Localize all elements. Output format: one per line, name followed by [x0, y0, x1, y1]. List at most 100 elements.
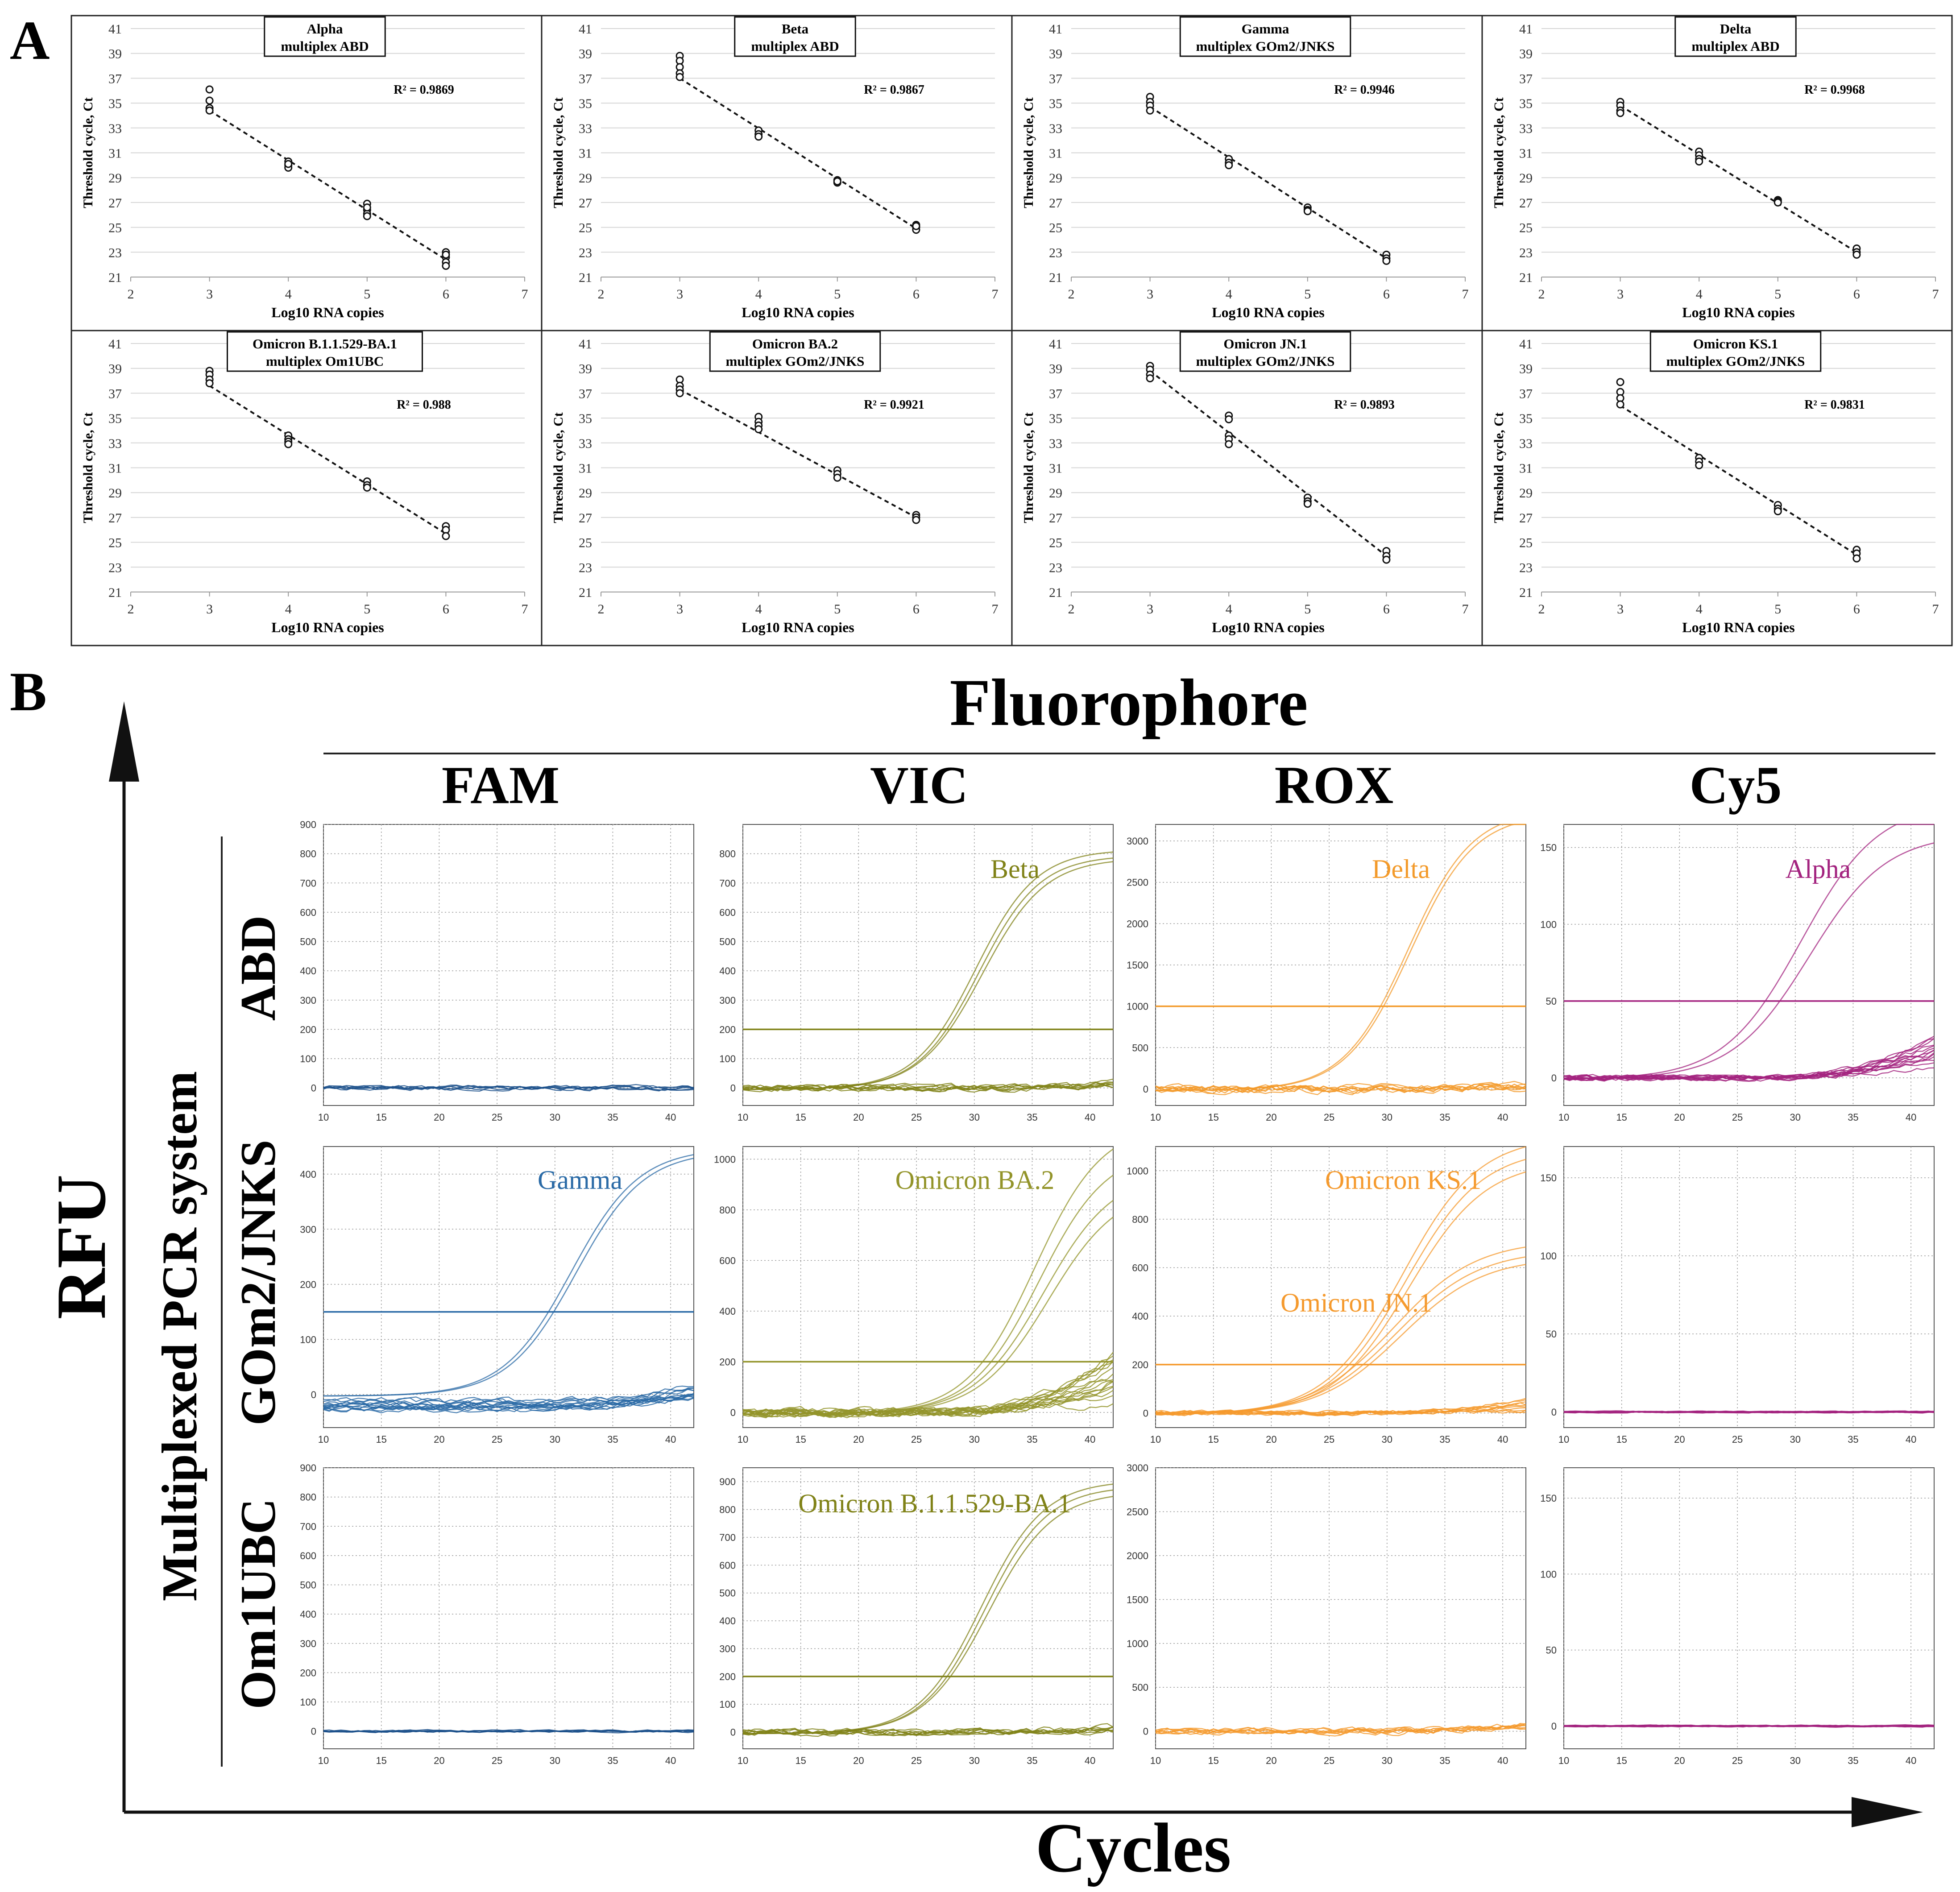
- baseline-curve: [742, 1352, 1114, 1418]
- data-point: [1695, 157, 1703, 166]
- x-tick-label: 20: [853, 1434, 864, 1445]
- y-tick-label: 800: [719, 1205, 736, 1216]
- y-tick-label: 41: [108, 337, 122, 352]
- data-point: [284, 160, 293, 168]
- y-tick-label: 400: [719, 1615, 736, 1627]
- fluorophore-title: Fluorophore: [950, 666, 1308, 740]
- x-axis-title: Log10 RNA copies: [1212, 619, 1324, 635]
- y-tick-label: 50: [1546, 996, 1557, 1007]
- y-tick-label: 50: [1546, 1645, 1557, 1656]
- y-tick-label: 39: [1049, 47, 1062, 62]
- amplification-curve: [743, 1217, 1114, 1415]
- y-tick-label: 33: [1519, 436, 1533, 451]
- y-tick-label: 21: [108, 270, 122, 285]
- y-tick-label: 37: [579, 386, 592, 401]
- data-point: [284, 440, 293, 448]
- plot-frame: [323, 824, 694, 1106]
- data-point: [205, 379, 214, 388]
- chart-title: Omicron JN.1: [1223, 336, 1307, 352]
- x-tick-label: 30: [1382, 1112, 1392, 1123]
- x-tick-label: 7: [992, 602, 999, 617]
- x-tick-label: 20: [1266, 1434, 1276, 1445]
- x-tick-label: 20: [434, 1112, 444, 1123]
- baseline-curve: [742, 1082, 1114, 1092]
- y-tick-label: 500: [1132, 1042, 1148, 1053]
- series-label: Alpha: [1786, 854, 1851, 884]
- y-tick-label: 29: [579, 171, 592, 186]
- x-tick-label: 10: [318, 1434, 329, 1445]
- x-tick-label: 15: [1616, 1112, 1627, 1123]
- y-tick-label: 31: [579, 461, 592, 476]
- y-tick-label: 23: [1519, 560, 1533, 575]
- x-tick-label: 15: [795, 1112, 806, 1123]
- y-tick-label: 900: [300, 819, 316, 830]
- y-tick-label: 35: [1049, 411, 1062, 426]
- y-tick-label: 25: [579, 536, 592, 551]
- y-tick-label: 37: [1519, 386, 1533, 401]
- x-tick-label: 2: [598, 602, 605, 617]
- x-tick-label: 4: [1226, 287, 1232, 302]
- amp-plot-gom-fam: 0 100 200 300 400 10 15 20 25 30 35 40 Gamma: [300, 1146, 694, 1445]
- y-tick-label: 500: [719, 1588, 736, 1599]
- baseline-curve: [323, 1084, 694, 1091]
- x-tick-label: 40: [1497, 1755, 1508, 1766]
- x-tick-label: 5: [1304, 602, 1311, 617]
- y-tick-label: 100: [719, 1053, 736, 1064]
- baseline-curve: [742, 1386, 1114, 1417]
- chart-subtitle: multiplex Om1UBC: [266, 353, 384, 369]
- panel-a-letter: A: [10, 10, 50, 71]
- x-tick-label: 4: [755, 287, 762, 302]
- y-tick-label: 300: [300, 1224, 316, 1235]
- y-tick-label: 27: [1049, 511, 1062, 526]
- y-tick-label: 300: [719, 995, 736, 1006]
- data-point: [1774, 198, 1782, 207]
- data-point: [1303, 207, 1312, 215]
- chart-title: Delta: [1720, 21, 1752, 37]
- series-label: Omicron BA.2: [895, 1165, 1055, 1195]
- y-axis-title: Threshold cycle, Ct: [1492, 97, 1506, 208]
- channel-label-cy5: Cy5: [1690, 755, 1782, 815]
- y-tick-label: 35: [108, 411, 122, 426]
- x-tick-label: 5: [364, 287, 370, 302]
- y-tick-label: 21: [1049, 585, 1062, 600]
- y-tick-label: 800: [300, 1492, 316, 1503]
- y-tick-label: 25: [1049, 536, 1062, 551]
- y-tick-label: 21: [579, 270, 592, 285]
- chart-subtitle: multiplex ABD: [281, 38, 369, 54]
- chart-subtitle: multiplex ABD: [751, 38, 839, 54]
- y-tick-label: 31: [1519, 461, 1533, 476]
- y-tick-label: 0: [1143, 1726, 1148, 1737]
- x-tick-label: 15: [795, 1755, 806, 1766]
- r2-label: R² = 0.9968: [1804, 83, 1865, 97]
- data-point: [1146, 106, 1154, 115]
- trend-line: [1620, 405, 1857, 556]
- y-tick-label: 100: [1540, 919, 1557, 930]
- x-tick-label: 20: [853, 1112, 864, 1123]
- x-tick-label: 35: [607, 1434, 618, 1445]
- baseline-curve: [743, 1385, 1114, 1418]
- y-tick-label: 39: [108, 362, 122, 377]
- chart-subtitle: multiplex GOm2/JNKS: [1196, 353, 1335, 369]
- x-axis-title: Log10 RNA copies: [742, 619, 854, 635]
- x-tick-label: 7: [522, 602, 528, 617]
- x-tick-label: 7: [1462, 602, 1469, 617]
- y-tick-label: 25: [108, 536, 122, 551]
- y-tick-label: 31: [108, 146, 122, 161]
- data-point: [1225, 415, 1233, 423]
- y-tick-label: 0: [1143, 1084, 1148, 1095]
- y-tick-label: 400: [300, 1169, 316, 1180]
- x-tick-label: 20: [1674, 1112, 1685, 1123]
- y-tick-label: 31: [1049, 146, 1062, 161]
- y-tick-label: 21: [1519, 585, 1533, 600]
- x-tick-label: 10: [318, 1112, 329, 1123]
- y-tick-label: 27: [579, 511, 592, 526]
- data-point: [754, 425, 763, 434]
- x-tick-label: 30: [1382, 1755, 1392, 1766]
- y-tick-label: 600: [719, 1560, 736, 1571]
- y-tick-label: 29: [108, 486, 122, 501]
- x-tick-label: 3: [1147, 287, 1153, 302]
- x-tick-label: 15: [1208, 1434, 1218, 1445]
- x-tick-label: 20: [1266, 1755, 1276, 1766]
- data-point: [363, 484, 371, 492]
- r2-label: R² = 0.9893: [1334, 398, 1395, 412]
